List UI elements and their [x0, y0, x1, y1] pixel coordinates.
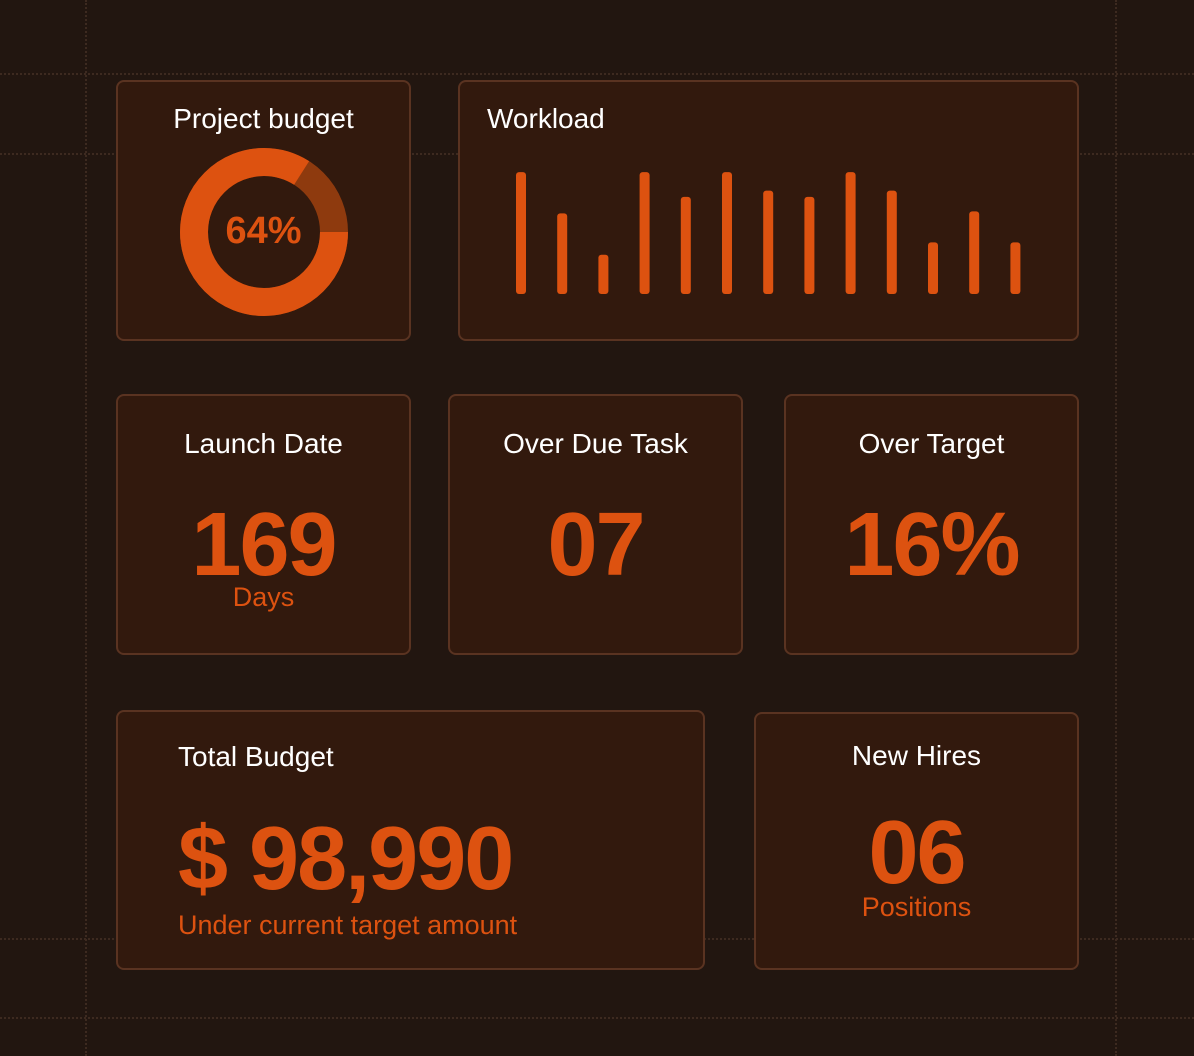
new-hires-card[interactable]: New Hires 06 Positions	[754, 712, 1079, 970]
workload-bar	[598, 254, 609, 294]
total-budget-caption: Under current target amount	[178, 910, 518, 940]
workload-bar	[639, 172, 650, 294]
launch-date-unit: Days	[232, 582, 295, 612]
launch-date-title: Launch Date	[184, 428, 343, 459]
workload-bar	[969, 211, 980, 294]
over-target-card[interactable]: Over Target 16%	[784, 394, 1079, 655]
workload-bar	[516, 172, 526, 294]
project-budget-title: Project budget	[173, 103, 354, 134]
over-target-title: Over Target	[858, 428, 1005, 459]
guide-line	[0, 73, 1194, 75]
over-due-task-value: 07	[547, 495, 645, 595]
new-hires-title: New Hires	[851, 740, 982, 771]
workload-bar	[845, 172, 856, 294]
guide-line	[0, 1017, 1194, 1019]
launch-date-value: 169	[191, 495, 337, 595]
over-due-task-title: Over Due Task	[503, 428, 688, 459]
workload-bar	[1010, 242, 1021, 294]
workload-card[interactable]: Workload	[458, 80, 1079, 341]
total-budget-value: $ 98,990	[178, 809, 514, 909]
total-budget-title: Total Budget	[178, 741, 334, 772]
new-hires-value: 06	[868, 803, 966, 903]
workload-bar	[886, 190, 897, 294]
budget-donut-chart	[180, 148, 348, 316]
total-budget-card[interactable]: Total Budget $ 98,990 Under current targ…	[116, 710, 705, 970]
guide-line	[1115, 0, 1117, 1056]
new-hires-unit: Positions	[861, 892, 972, 922]
workload-bar	[928, 242, 938, 294]
over-target-value: 16%	[844, 495, 1020, 595]
workload-bar	[763, 190, 774, 294]
workload-bar	[557, 213, 568, 294]
workload-bar	[680, 196, 691, 294]
launch-date-card[interactable]: Launch Date 169 Days	[116, 394, 411, 655]
workload-title: Workload	[487, 103, 605, 134]
budget-percent-label: 64%	[225, 210, 302, 252]
donut-progress	[180, 148, 348, 316]
project-budget-card[interactable]: Project budget 64%	[116, 80, 411, 341]
guide-line	[85, 0, 87, 1056]
over-due-task-card[interactable]: Over Due Task 07	[448, 394, 743, 655]
workload-bar-chart	[516, 172, 1021, 294]
workload-bar	[804, 196, 815, 294]
workload-bar	[722, 172, 732, 294]
